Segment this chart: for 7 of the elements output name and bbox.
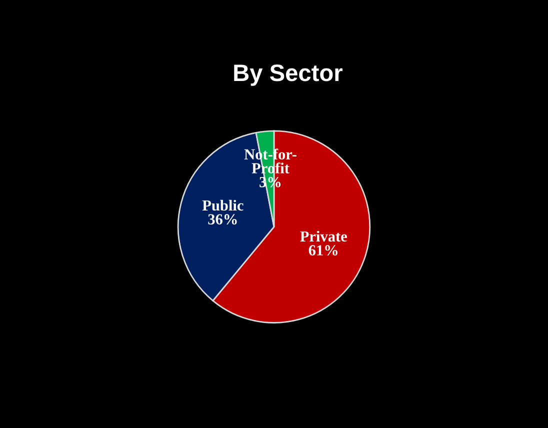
data-label: 61% xyxy=(308,245,338,256)
slice-label: Public xyxy=(202,200,244,211)
slice-label: Private xyxy=(300,230,347,242)
slice-label: Not-for-Profit xyxy=(244,148,296,174)
data-label: 36% xyxy=(208,214,237,225)
data-label: 3% xyxy=(260,176,281,188)
chart-title: By Sector xyxy=(234,64,342,86)
